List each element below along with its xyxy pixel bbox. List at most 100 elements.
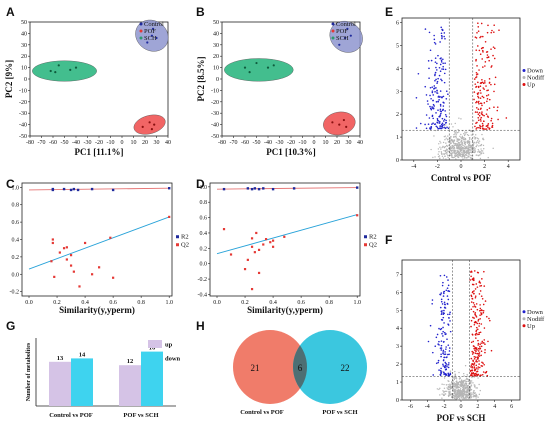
nodiff-point: [458, 394, 460, 396]
nodiff-point: [463, 390, 465, 392]
x-tick-label: 0: [121, 140, 124, 146]
up-point: [470, 374, 472, 376]
q2-point: [83, 241, 87, 245]
nodiff-point: [459, 377, 461, 380]
down-point: [437, 109, 439, 111]
down-point: [445, 115, 448, 118]
x-tick-label: -40: [72, 140, 80, 146]
nodiff-point: [475, 145, 478, 147]
nodiff-point: [450, 396, 453, 398]
up-point: [477, 108, 480, 110]
y-tick-label: 1.0: [12, 185, 20, 191]
nodiff-point: [465, 391, 467, 393]
nodiff-point: [442, 394, 445, 397]
r2-point: [90, 187, 94, 191]
nodiff-point: [478, 140, 481, 142]
down-point: [441, 96, 443, 98]
nodiff-point: [453, 384, 455, 386]
down-point: [441, 37, 443, 40]
nodiff-point: [453, 377, 455, 379]
up-point: [477, 95, 479, 98]
down-point: [436, 333, 439, 336]
nodiff-point: [452, 126, 454, 128]
down-point: [424, 85, 427, 88]
up-point: [493, 90, 495, 93]
down-point: [443, 356, 445, 359]
nodiff-point: [461, 156, 464, 158]
down-point: [443, 123, 446, 126]
nodiff-point: [442, 153, 444, 155]
x-tick-label: -50: [61, 140, 69, 146]
down-point: [439, 306, 442, 309]
up-point: [484, 40, 487, 43]
up-point: [474, 356, 477, 358]
nodiff-point: [456, 391, 458, 393]
q2-point: [255, 231, 258, 235]
down-point: [439, 105, 442, 107]
down-point: [431, 351, 434, 354]
down-point: [442, 62, 444, 65]
up-point: [485, 315, 488, 318]
legend-entry-up: Up: [527, 82, 535, 89]
up-point: [471, 291, 474, 294]
down-point: [442, 341, 445, 343]
q2-regression-line: [216, 214, 358, 255]
nodiff-point: [472, 143, 475, 145]
down-point: [444, 37, 446, 40]
q2-regression-line: [28, 216, 170, 270]
down-point: [439, 120, 441, 123]
up-point: [491, 126, 494, 128]
up-point: [481, 81, 484, 84]
nodiff-point: [461, 384, 463, 387]
nodiff-point: [440, 148, 442, 150]
x-tick-label: -30: [84, 140, 92, 146]
up-point: [486, 374, 489, 377]
up-point: [480, 120, 482, 122]
down-point: [445, 90, 448, 93]
up-point: [470, 301, 473, 303]
up-point: [484, 300, 487, 302]
nodiff-point: [460, 136, 462, 139]
down-point: [443, 322, 445, 324]
up-point: [491, 29, 493, 32]
nodiff-point: [469, 144, 471, 146]
permutation-plot-c: 0.0 0.2 0.4 0.6 0.8 1.0 -0.2 0.0 0.2 0.4 0.6 0.8 1.0…: [10, 182, 189, 315]
legend-entry-r2: R2: [369, 234, 377, 241]
nodiff-point: [462, 146, 464, 149]
y-axis-label: PC2 [9%]: [4, 60, 14, 98]
nodiff-point: [452, 141, 455, 144]
nodiff-point: [472, 393, 474, 395]
nodiff-point: [455, 133, 458, 135]
nodiff-point: [462, 388, 465, 391]
down-point: [444, 307, 447, 309]
down-point: [429, 128, 432, 130]
nodiff-point: [451, 144, 454, 147]
down-point: [438, 127, 440, 130]
up-point: [482, 309, 485, 312]
down-point: [438, 98, 440, 101]
sample-point: [54, 71, 57, 74]
down-point: [446, 364, 448, 366]
up-point: [478, 333, 480, 336]
x-tick-label: -2: [435, 164, 440, 170]
down-point: [436, 117, 439, 120]
nodiff-point: [453, 378, 456, 381]
nodiff-point: [466, 145, 468, 148]
down-point: [439, 274, 442, 277]
up-point: [479, 118, 482, 121]
nodiff-point: [467, 385, 469, 387]
up-point: [493, 31, 495, 33]
up-point: [490, 349, 493, 352]
nodiff-point: [474, 148, 476, 150]
nodiff-point: [439, 140, 441, 143]
up-point: [474, 352, 477, 355]
nodiff-point: [450, 381, 453, 384]
nodiff-point: [464, 365, 467, 367]
nodiff-point: [455, 389, 457, 391]
nodiff-point: [458, 131, 460, 133]
nodiff-point: [460, 149, 462, 151]
y-tick-label: 20: [21, 54, 27, 60]
y-tick-label: 5: [396, 308, 399, 314]
up-point: [481, 35, 484, 38]
